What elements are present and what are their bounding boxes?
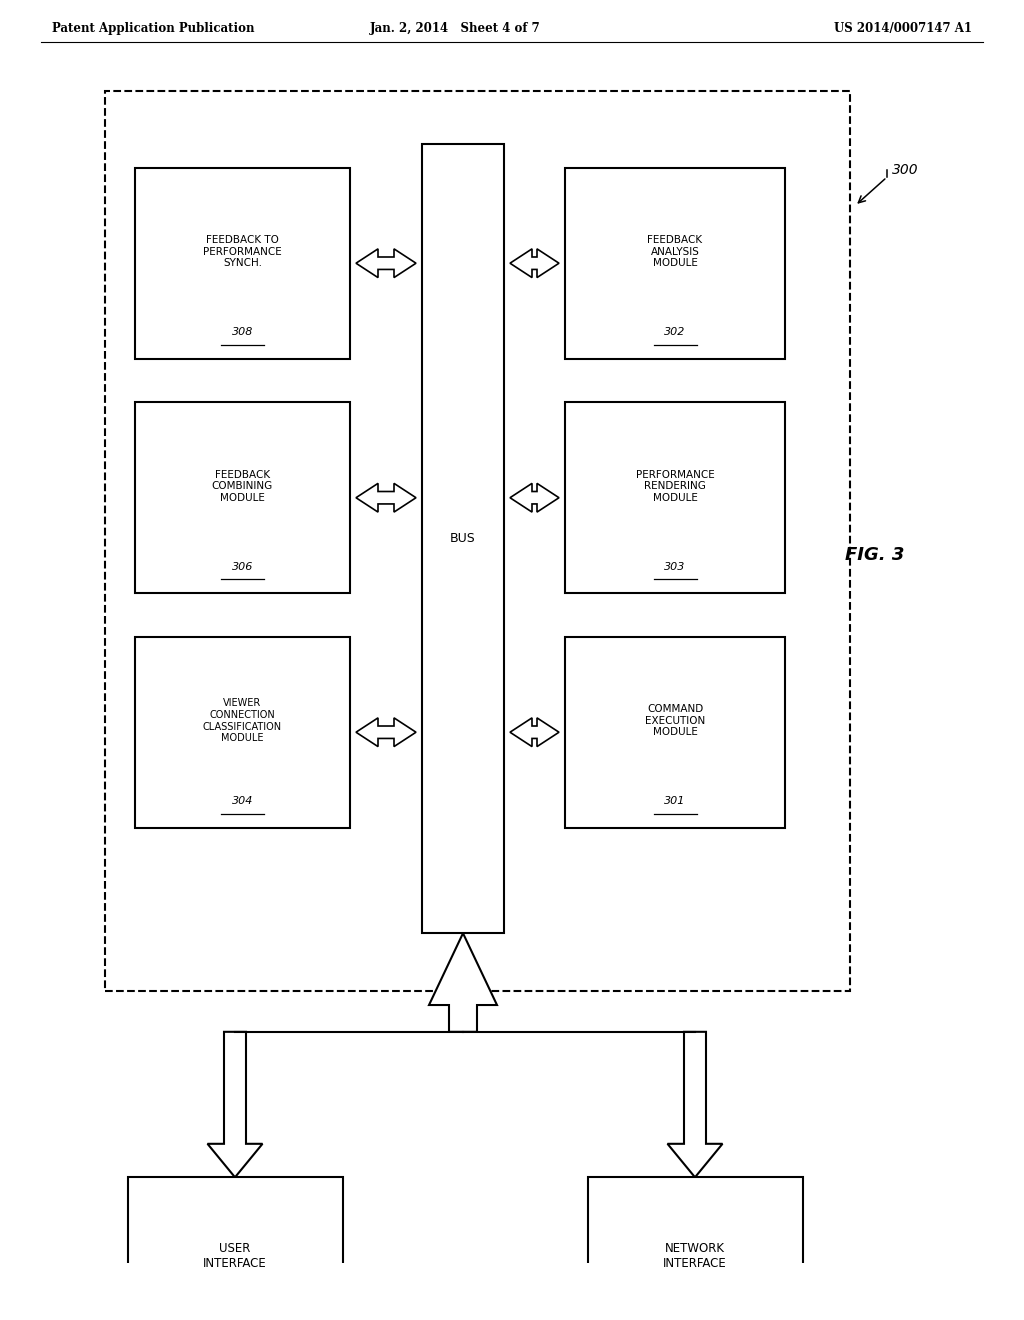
Text: 301: 301 xyxy=(665,796,686,807)
FancyBboxPatch shape xyxy=(135,403,350,594)
Polygon shape xyxy=(510,718,559,747)
Text: FIG. 3: FIG. 3 xyxy=(845,546,904,564)
Text: 304: 304 xyxy=(231,796,253,807)
FancyBboxPatch shape xyxy=(135,636,350,828)
Text: 306: 306 xyxy=(231,561,253,572)
Text: PERFORMANCE
RENDERING
MODULE: PERFORMANCE RENDERING MODULE xyxy=(636,470,715,503)
Text: FEEDBACK TO
PERFORMANCE
SYNCH.: FEEDBACK TO PERFORMANCE SYNCH. xyxy=(203,235,282,268)
Polygon shape xyxy=(356,483,416,512)
Polygon shape xyxy=(668,1032,723,1177)
Text: BUS: BUS xyxy=(451,532,476,545)
FancyBboxPatch shape xyxy=(565,168,785,359)
Text: US 2014/0007147 A1: US 2014/0007147 A1 xyxy=(834,22,972,36)
Text: FEEDBACK
ANALYSIS
MODULE: FEEDBACK ANALYSIS MODULE xyxy=(647,235,702,268)
Polygon shape xyxy=(510,483,559,512)
Text: USER
INTERFACE: USER INTERFACE xyxy=(203,1242,267,1270)
FancyBboxPatch shape xyxy=(422,144,504,933)
Polygon shape xyxy=(356,718,416,747)
Text: FEEDBACK
COMBINING
MODULE: FEEDBACK COMBINING MODULE xyxy=(212,470,273,503)
Text: 303: 303 xyxy=(665,561,686,572)
Text: 300: 300 xyxy=(892,164,919,177)
Polygon shape xyxy=(429,933,497,1032)
Text: COMMAND
EXECUTION
MODULE: COMMAND EXECUTION MODULE xyxy=(645,704,706,738)
Text: Jan. 2, 2014   Sheet 4 of 7: Jan. 2, 2014 Sheet 4 of 7 xyxy=(370,22,541,36)
Text: 308: 308 xyxy=(231,327,253,337)
FancyBboxPatch shape xyxy=(588,1177,803,1320)
Text: NETWORK
INTERFACE: NETWORK INTERFACE xyxy=(664,1242,727,1270)
FancyBboxPatch shape xyxy=(565,403,785,594)
FancyBboxPatch shape xyxy=(128,1177,342,1320)
FancyBboxPatch shape xyxy=(565,636,785,828)
Polygon shape xyxy=(356,249,416,277)
Text: VIEWER
CONNECTION
CLASSIFICATION
MODULE: VIEWER CONNECTION CLASSIFICATION MODULE xyxy=(203,698,282,743)
Text: 302: 302 xyxy=(665,327,686,337)
Text: Patent Application Publication: Patent Application Publication xyxy=(52,22,255,36)
FancyBboxPatch shape xyxy=(135,168,350,359)
Polygon shape xyxy=(208,1032,262,1177)
Polygon shape xyxy=(510,249,559,277)
